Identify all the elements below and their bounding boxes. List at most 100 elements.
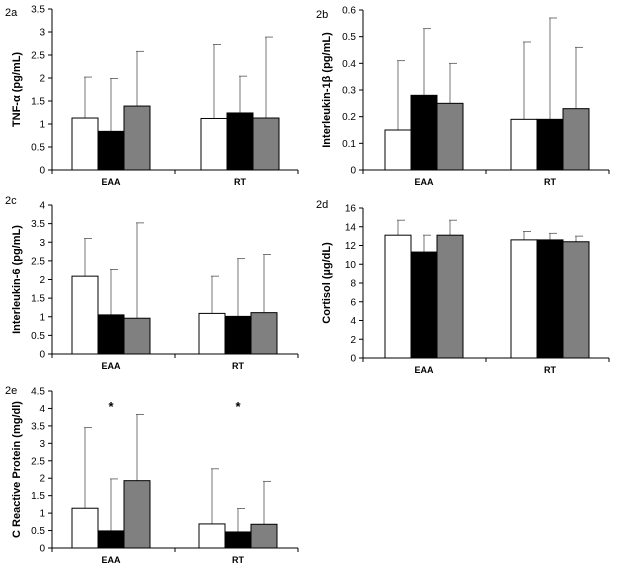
bar-eaa-black <box>97 530 125 549</box>
y-tick-label: 4 <box>350 316 356 327</box>
bar-eaa-gray <box>123 105 151 171</box>
y-tick-label: 10 <box>345 260 357 271</box>
bar-eaa-white <box>71 507 99 549</box>
y-tick-label: 0 <box>39 544 45 555</box>
bar-rt-black <box>224 531 252 549</box>
y-tick-label: 2 <box>39 74 45 85</box>
bar-rt-white <box>198 523 226 549</box>
y-tick-label: 1.5 <box>31 97 45 108</box>
y-tick-label: 6 <box>350 297 356 308</box>
y-tick-label: 0 <box>39 350 45 361</box>
chart-panel-2a: 2a 0 0.5 1 1.5 2 2.5 3 3.5 TNF-α (pg/mL) EAA RT <box>5 5 299 187</box>
y-tick-label: 3.5 <box>31 5 45 16</box>
bar-rt-gray <box>250 312 278 355</box>
category-label: EAA <box>414 177 434 187</box>
bar-eaa-gray <box>436 102 464 171</box>
y-axis-title: TNF-α (pg/mL) <box>11 52 23 128</box>
category-label: RT <box>544 177 556 187</box>
y-tick-label: 2.5 <box>31 256 45 267</box>
y-tick-label: 0.5 <box>31 143 45 154</box>
bar-eaa-gray <box>436 234 464 359</box>
y-tick-label: 3.5 <box>31 219 45 230</box>
y-tick-label: 1 <box>39 509 45 520</box>
y-axis-title: C Reactive Protein (mg/dl) <box>11 401 23 538</box>
y-axis-title: Cortisol (µg/dL) <box>321 242 333 324</box>
bar-eaa-black <box>97 314 125 355</box>
y-tick-label: 8 <box>350 279 356 290</box>
y-tick-label: 0.5 <box>342 32 356 43</box>
chart-panel-2b: 2b 0 0.1 0.2 0.3 0.4 0.5 0.6 Interleukin-1β (pg/… <box>316 6 610 187</box>
y-tick-label: 4 <box>39 201 45 212</box>
y-tick-label: 14 <box>345 222 357 233</box>
category-label: EAA <box>101 177 121 187</box>
bar-eaa-black <box>410 94 438 171</box>
y-tick-label: 3.5 <box>31 421 45 432</box>
y-tick-label: 0 <box>350 166 356 177</box>
chart-panel-2d: 2d 0 2 4 6 8 10 12 14 16 Cortisol (µg/dL) EAA RT <box>316 199 610 375</box>
bar-rt-gray <box>252 117 280 171</box>
category-label: RT <box>232 555 244 565</box>
y-tick-label: 0.3 <box>342 86 356 97</box>
category-label: EAA <box>101 555 121 565</box>
bar-rt-black <box>536 118 564 171</box>
y-axis-title: Interleukin-1β (pg/mL) <box>321 32 333 148</box>
category-label: RT <box>234 177 246 187</box>
y-tick-label: 0.5 <box>31 526 45 537</box>
y-tick-label: 0.6 <box>342 6 356 17</box>
bar-rt-gray <box>562 108 590 171</box>
y-tick-label: 16 <box>345 204 357 215</box>
bar-rt-black <box>536 239 564 359</box>
panel-label: 2e <box>5 385 17 397</box>
y-tick-label: 1.5 <box>31 491 45 502</box>
y-tick-label: 3 <box>39 28 45 39</box>
y-tick-label: 2 <box>39 474 45 485</box>
bar-eaa-white <box>71 275 99 355</box>
y-tick-label: 0.1 <box>342 139 356 150</box>
y-tick-label: 1 <box>39 120 45 131</box>
bar-eaa-black <box>97 130 125 171</box>
y-tick-label: 4.5 <box>31 387 45 398</box>
y-tick-label: 0.4 <box>342 59 356 70</box>
panel-label: 2c <box>5 195 17 207</box>
y-tick-label: 12 <box>345 241 357 252</box>
bar-rt-gray <box>562 241 590 359</box>
bar-rt-black <box>226 112 254 171</box>
bar-rt-black <box>224 315 252 355</box>
y-tick-label: 2.5 <box>31 51 45 62</box>
y-tick-label: 3 <box>39 238 45 249</box>
bar-eaa-gray <box>123 317 151 355</box>
y-tick-label: 2 <box>39 275 45 286</box>
category-label: RT <box>232 361 244 371</box>
chart-panel-2c: 2c 0 0.5 1 1.5 2 2.5 3 3.5 4 Interleukin-6 (pg/mL)… <box>5 195 299 371</box>
y-tick-label: 1.5 <box>31 294 45 305</box>
panel-label: 2d <box>316 199 328 211</box>
y-tick-label: 0.2 <box>342 112 356 123</box>
y-tick-label: 0 <box>39 166 45 177</box>
y-tick-label: 0 <box>350 354 356 365</box>
panel-label: 2b <box>316 9 328 21</box>
significance-asterisk: * <box>235 399 241 414</box>
bar-eaa-white <box>71 117 99 171</box>
bar-eaa-gray <box>123 480 151 549</box>
category-label: RT <box>544 365 556 375</box>
panel-label: 2a <box>5 7 18 19</box>
significance-asterisk: * <box>108 399 114 414</box>
y-tick-label: 4 <box>39 404 45 415</box>
bar-rt-white <box>198 312 226 355</box>
y-axis-title: Interleukin-6 (pg/mL) <box>11 225 23 334</box>
category-label: EAA <box>101 361 121 371</box>
y-tick-label: 2.5 <box>31 456 45 467</box>
y-tick-label: 3 <box>39 439 45 450</box>
bar-rt-white <box>510 118 538 171</box>
bar-rt-white <box>510 239 538 359</box>
chart-panel-2e: 2e 0 0.5 1 1.5 2 2.5 3 3.5 4 4.5 C Reactive Protein… <box>5 385 299 565</box>
y-tick-label: 1 <box>39 312 45 323</box>
bar-eaa-white <box>384 129 412 171</box>
y-tick-label: 2 <box>350 335 356 346</box>
bar-rt-white <box>200 117 228 171</box>
category-label: EAA <box>414 365 434 375</box>
bar-rt-gray <box>250 523 278 549</box>
y-tick-label: 0.5 <box>31 331 45 342</box>
bar-eaa-white <box>384 234 412 359</box>
